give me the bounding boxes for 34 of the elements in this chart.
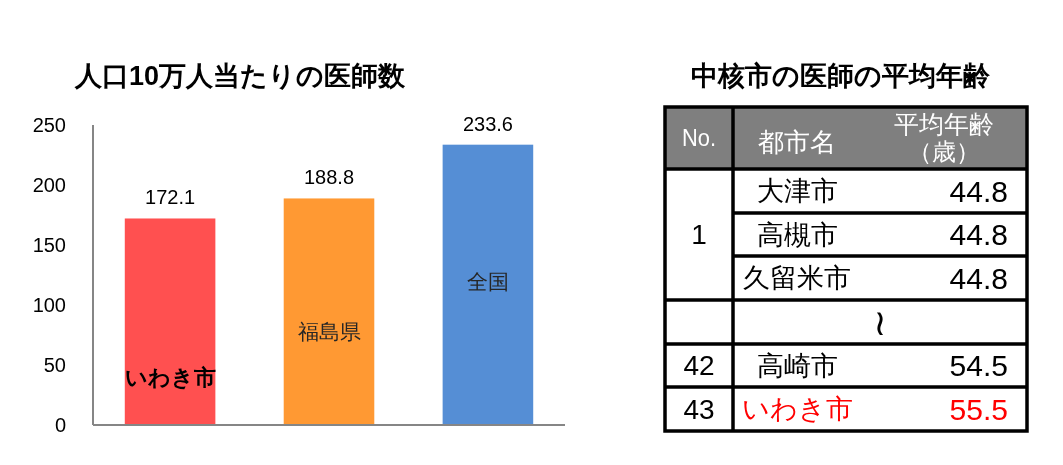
text: （歳） bbox=[908, 138, 980, 166]
data-label: 44.8 bbox=[949, 218, 1008, 251]
y-tick-label: 250 bbox=[32, 114, 66, 136]
data-label: 54.5 bbox=[949, 349, 1008, 382]
bar bbox=[442, 144, 534, 425]
chart-title: 人口10万人当たりの医師数 bbox=[73, 61, 407, 91]
y-tick-label: 50 bbox=[43, 354, 66, 376]
category-label: 高崎市 bbox=[756, 350, 838, 381]
data-label: 188.8 bbox=[303, 166, 355, 189]
y-tick-label: 150 bbox=[32, 234, 66, 256]
category-label: 大津市 bbox=[756, 176, 838, 207]
y-tick-label: 100 bbox=[32, 294, 66, 316]
data-label: 44.8 bbox=[949, 174, 1008, 208]
text: 中核市の医師の平均年齢 bbox=[690, 61, 990, 91]
x-tick-label: 全国 bbox=[466, 270, 509, 294]
bar bbox=[124, 218, 216, 425]
y-tick-label: 200 bbox=[32, 174, 66, 196]
y-tick-label: 0 bbox=[54, 414, 66, 436]
text: 都市名 bbox=[758, 127, 836, 158]
category-label: 久留米市 bbox=[743, 263, 851, 294]
text: 43 bbox=[683, 393, 715, 425]
category-label: 高槻市 bbox=[756, 219, 838, 250]
text: 1 bbox=[691, 219, 707, 251]
text: 平均年齢 bbox=[894, 109, 994, 138]
data-label: 172.1 bbox=[145, 186, 196, 209]
bar bbox=[283, 198, 375, 425]
text: 42 bbox=[683, 350, 715, 382]
data-label: 233.6 bbox=[462, 112, 513, 135]
data-label: 55.5 bbox=[949, 392, 1008, 426]
data-label: 44.8 bbox=[949, 261, 1008, 295]
category-label: いわき市 bbox=[741, 394, 853, 425]
text: No. bbox=[682, 124, 720, 152]
text: ≀ bbox=[873, 301, 887, 343]
x-tick-label: 福島県 bbox=[297, 320, 361, 344]
